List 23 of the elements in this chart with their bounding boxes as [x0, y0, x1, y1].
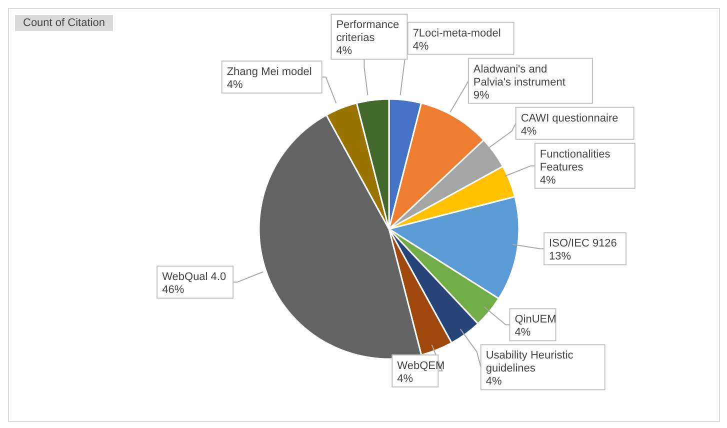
slice-label: Usability Heuristic guidelines	[486, 350, 574, 375]
data-label: 4%	[520, 125, 537, 138]
slice-label: Functionalities Features	[540, 148, 611, 174]
data-label: 4%	[486, 376, 502, 388]
data-label: 4%	[540, 174, 556, 186]
data-label: 13%	[549, 250, 572, 263]
slice-label: CAWI questionnaire	[520, 112, 618, 124]
data-label: 4%	[514, 326, 531, 339]
data-label: 4%	[336, 45, 352, 58]
data-label: 4%	[226, 79, 243, 92]
data-label: 4%	[397, 372, 414, 385]
data-label: 9%	[473, 89, 490, 102]
slice-label: QinUEM	[514, 314, 556, 326]
text: Count of Citation	[15, 15, 113, 31]
slice-label: Zhang Mei model	[226, 66, 312, 78]
slice-label: 7Loci-meta-model	[412, 27, 501, 40]
slice-label: Performance criterias	[336, 19, 400, 44]
slice-label: WebQEM	[397, 360, 445, 372]
slice-label: ISO/IEC 9126	[549, 238, 617, 250]
data-label: 46%	[162, 284, 184, 296]
slice-label: WebQual 4.0	[162, 271, 226, 284]
slice-label: Aladwani's and Palvia's instrument	[473, 63, 566, 88]
data-label: 4%	[412, 40, 429, 52]
